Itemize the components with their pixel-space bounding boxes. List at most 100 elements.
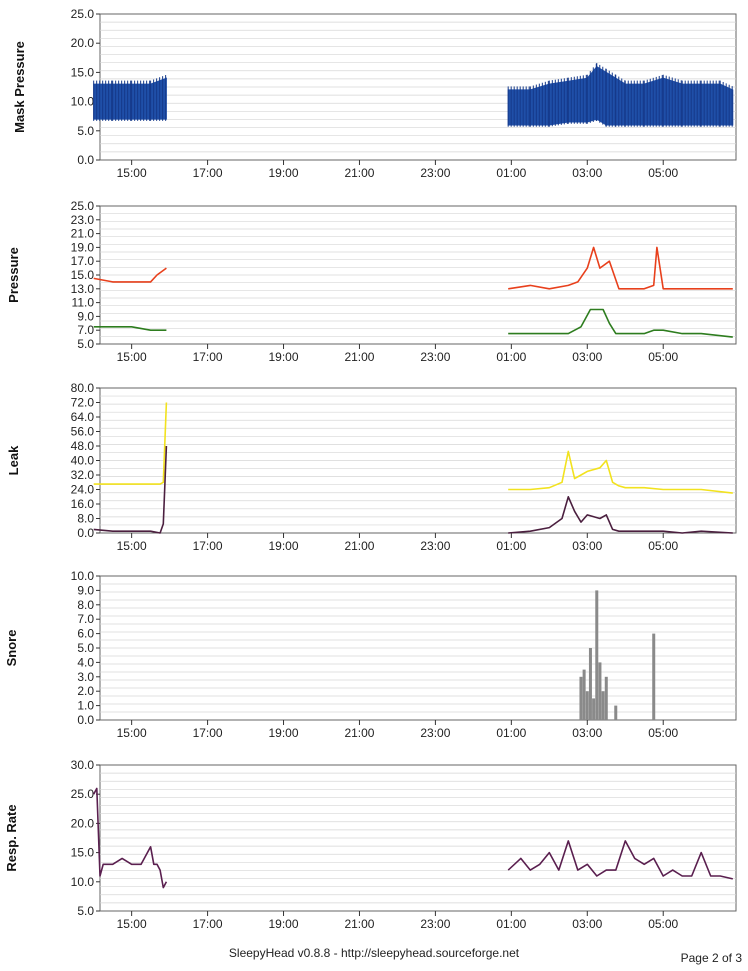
- snore-bar: [604, 676, 608, 720]
- y-tick-label: 0.0: [77, 153, 94, 167]
- y-tick-label: 8.0: [77, 598, 94, 612]
- y-tick-label: 40.0: [71, 454, 95, 468]
- y-axis-label: Leak: [6, 445, 21, 475]
- y-tick-label: 64.0: [71, 410, 95, 424]
- snore-bar: [614, 705, 618, 720]
- series-line-0: [508, 450, 733, 494]
- x-tick-label: 01:00: [496, 539, 526, 553]
- x-tick-label: 23:00: [420, 726, 450, 740]
- y-tick-label: 5.0: [77, 124, 94, 138]
- y-tick-label: 48.0: [71, 439, 95, 453]
- y-tick-label: 21.0: [71, 227, 95, 241]
- x-tick-label: 19:00: [269, 917, 299, 931]
- x-tick-label: 23:00: [420, 539, 450, 553]
- snore-bar: [601, 691, 605, 720]
- x-tick-label: 05:00: [648, 166, 678, 180]
- y-tick-label: 15.0: [71, 846, 95, 860]
- y-tick-label: 15.0: [71, 65, 95, 79]
- y-tick-label: 3.0: [77, 670, 94, 684]
- y-tick-label: 0.0: [77, 526, 94, 540]
- y-tick-label: 1.0: [77, 699, 94, 713]
- series-line-1: [508, 495, 733, 534]
- y-tick-label: 5.0: [77, 904, 94, 918]
- snore-bar: [588, 648, 592, 720]
- y-tick-label: 19.0: [71, 240, 95, 254]
- x-tick-label: 15:00: [117, 350, 147, 364]
- y-tick-label: 5.0: [77, 337, 94, 351]
- y-tick-label: 13.0: [71, 282, 95, 296]
- x-tick-label: 19:00: [269, 350, 299, 364]
- series-line-0: [508, 246, 733, 290]
- x-tick-label: 15:00: [117, 166, 147, 180]
- y-tick-label: 56.0: [71, 425, 95, 439]
- y-tick-label: 9.0: [77, 309, 94, 323]
- y-tick-label: 25.0: [71, 199, 95, 213]
- y-axis-label: Snore: [4, 630, 19, 667]
- x-tick-label: 17:00: [193, 539, 223, 553]
- x-tick-label: 23:00: [420, 166, 450, 180]
- y-tick-label: 20.0: [71, 36, 95, 50]
- x-tick-label: 05:00: [648, 726, 678, 740]
- snore-bar: [598, 662, 602, 720]
- mask-pressure-band: [93, 77, 167, 120]
- y-tick-label: 15.0: [71, 268, 95, 282]
- y-axis-label: Mask Pressure: [12, 41, 27, 133]
- x-tick-label: 05:00: [648, 917, 678, 931]
- series-line-0: [93, 402, 168, 485]
- y-tick-label: 6.0: [77, 627, 94, 641]
- y-tick-label: 7.0: [77, 612, 94, 626]
- x-tick-label: 23:00: [420, 350, 450, 364]
- snore-bar: [585, 691, 589, 720]
- x-tick-label: 05:00: [648, 539, 678, 553]
- y-tick-label: 11.0: [72, 296, 95, 310]
- series-line-1: [93, 445, 168, 534]
- y-tick-label: 7.0: [77, 323, 94, 337]
- y-tick-label: 10.0: [71, 569, 95, 583]
- x-tick-label: 15:00: [117, 539, 147, 553]
- series-line-1: [93, 325, 167, 332]
- x-tick-label: 01:00: [496, 726, 526, 740]
- x-tick-label: 01:00: [496, 350, 526, 364]
- x-tick-label: 21:00: [344, 539, 374, 553]
- x-tick-label: 15:00: [117, 917, 147, 931]
- series-line-0: [507, 840, 733, 880]
- x-tick-label: 21:00: [344, 726, 374, 740]
- snore-bar: [579, 676, 583, 720]
- series-line-0: [93, 267, 167, 283]
- y-tick-label: 80.0: [71, 381, 95, 395]
- snore-bar: [592, 698, 596, 720]
- y-tick-label: 23.0: [71, 213, 95, 227]
- snore-bar: [595, 590, 599, 720]
- series-line-1: [508, 308, 733, 338]
- x-tick-label: 01:00: [496, 917, 526, 931]
- y-tick-label: 25.0: [71, 7, 95, 21]
- x-tick-label: 03:00: [572, 166, 602, 180]
- x-tick-label: 17:00: [193, 917, 223, 931]
- x-tick-label: 19:00: [269, 166, 299, 180]
- y-tick-label: 32.0: [71, 468, 95, 482]
- y-axis-label: Pressure: [6, 247, 21, 303]
- x-tick-label: 21:00: [344, 166, 374, 180]
- x-tick-label: 19:00: [269, 539, 299, 553]
- x-tick-label: 17:00: [193, 350, 223, 364]
- x-tick-label: 23:00: [420, 917, 450, 931]
- y-tick-label: 25.0: [71, 787, 95, 801]
- x-tick-label: 19:00: [269, 726, 299, 740]
- y-tick-label: 9.0: [77, 583, 94, 597]
- y-tick-label: 16.0: [71, 497, 95, 511]
- x-tick-label: 03:00: [572, 917, 602, 931]
- series-line-0: [92, 787, 168, 889]
- y-tick-label: 5.0: [77, 641, 94, 655]
- x-tick-label: 03:00: [572, 726, 602, 740]
- y-tick-label: 8.0: [77, 512, 94, 526]
- y-tick-label: 20.0: [71, 816, 95, 830]
- x-tick-label: 17:00: [193, 726, 223, 740]
- y-tick-label: 10.0: [71, 95, 95, 109]
- x-tick-label: 01:00: [496, 166, 526, 180]
- y-tick-label: 0.0: [77, 713, 94, 727]
- x-tick-label: 03:00: [572, 539, 602, 553]
- x-tick-label: 03:00: [572, 350, 602, 364]
- y-tick-label: 10.0: [71, 875, 95, 889]
- y-tick-label: 72.0: [71, 396, 95, 410]
